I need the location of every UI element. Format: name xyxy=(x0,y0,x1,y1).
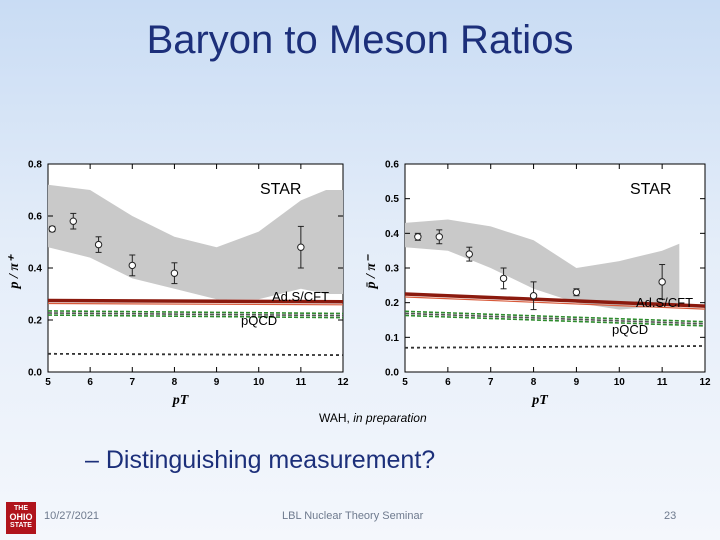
chart1-star-point xyxy=(297,243,305,251)
chart1-y-tick-label: 0.0 xyxy=(28,368,42,379)
chart1-pqcd-lower-curve xyxy=(47,352,344,356)
chart2-star-point xyxy=(414,233,422,241)
chart1-pqcd-label: pQCD xyxy=(241,313,277,328)
chart2-adscft-curve-edge xyxy=(404,296,706,310)
chart2-adscft-label: Ad.S/CFT xyxy=(636,295,693,310)
chart2-y-tick-label: 0.5 xyxy=(385,194,399,205)
chart1-pqcd-curve-2 xyxy=(47,312,344,317)
chart1-star-point xyxy=(48,225,56,233)
chart1-x-tick-label: 5 xyxy=(45,377,51,388)
chart1-x-tick-label: 10 xyxy=(253,377,265,388)
chart2-x-axis-label: pT xyxy=(531,393,549,408)
chart2-star-point xyxy=(499,274,508,283)
chart2-x-tick-label: 12 xyxy=(699,377,711,388)
credit-name: WAH, xyxy=(319,411,350,425)
chart2-y-tick-label: 0.4 xyxy=(385,229,399,240)
chart1-x-tick-label: 9 xyxy=(214,377,220,388)
chart1-y-tick-label: 0.8 xyxy=(28,160,42,171)
chart2-y-tick-label: 0.0 xyxy=(385,368,399,379)
chart2-star-point xyxy=(529,292,538,300)
chart1-y-tick-label: 0.6 xyxy=(28,212,42,223)
chart2-x-tick-label: 8 xyxy=(531,377,537,388)
credit-line: WAH, in preparation xyxy=(319,411,427,425)
chart2-star-point xyxy=(435,233,443,241)
logo-line-2: OHIO xyxy=(9,512,33,522)
university-logo: THE OHIO STATE xyxy=(6,502,36,534)
chart2-x-tick-label: 9 xyxy=(574,377,580,388)
chart1-y-axis-label: p / π⁺ xyxy=(7,254,22,290)
slide-title: Baryon to Meson Ratios xyxy=(146,18,574,62)
chart1-star-point xyxy=(94,240,103,249)
chart2-star-band xyxy=(405,219,680,310)
chart1-x-tick-label: 12 xyxy=(337,377,349,388)
chart1-x-tick-label: 6 xyxy=(87,377,93,388)
chart2-x-tick-label: 7 xyxy=(488,377,494,388)
chart1-y-tick-label: 0.2 xyxy=(28,316,42,327)
chart2-pqcd-curve-2 xyxy=(404,312,706,325)
chart1-x-tick-label: 7 xyxy=(130,377,136,388)
chart1-star-point xyxy=(170,269,179,277)
logo-line-1: THE xyxy=(14,505,28,512)
credit-note: in preparation xyxy=(353,411,427,425)
chart2-x-tick-label: 5 xyxy=(402,377,408,388)
chart2-y-tick-label: 0.6 xyxy=(385,160,399,171)
chart2-pqcd-curve-3 xyxy=(404,314,706,327)
chart2-y-tick-label: 0.1 xyxy=(385,333,399,344)
chart1-x-tick-label: 11 xyxy=(296,377,307,388)
chart1-star-point xyxy=(69,217,77,225)
chart1-x-tick-label: 8 xyxy=(172,377,178,388)
chart2-y-axis-label: p̄ / π⁻ xyxy=(364,254,379,290)
chart1-x-axis-label: pT xyxy=(172,393,190,408)
chart2-star-point xyxy=(572,288,581,296)
chart1-pqcd-curve-1 xyxy=(47,310,344,315)
chart2-x-tick-label: 10 xyxy=(614,377,626,388)
chart1-adscft-curve-edge xyxy=(47,302,344,306)
chart2-pqcd-curve-1 xyxy=(404,310,706,323)
bullet-text: – Distinguishing measurement? xyxy=(85,446,436,474)
chart2-x-tick-label: 11 xyxy=(657,377,668,388)
logo-line-3: STATE xyxy=(10,522,32,529)
chart1-star-point xyxy=(128,261,136,270)
footer-page-number: 23 xyxy=(664,510,677,522)
chart2-star-point xyxy=(658,278,666,286)
chart2-star-point xyxy=(465,250,473,258)
chart1-star-band xyxy=(48,184,343,300)
chart1-pqcd-curve-3 xyxy=(47,314,344,319)
chart1-adscft-label: Ad.S/CFT xyxy=(272,289,329,304)
chart2-star-label: STAR xyxy=(630,181,671,198)
chart1-star-label: STAR xyxy=(260,181,301,198)
chart1-y-tick-label: 0.4 xyxy=(28,264,42,275)
chart2-y-tick-label: 0.2 xyxy=(385,298,399,309)
chart2-x-tick-label: 6 xyxy=(445,377,451,388)
footer-date: 10/27/2021 xyxy=(44,510,100,522)
chart2-pqcd-lower-curve xyxy=(404,345,706,349)
chart2-adscft-curve xyxy=(404,292,706,308)
chart2-y-tick-label: 0.3 xyxy=(385,264,399,275)
footer-seminar: LBL Nuclear Theory Seminar xyxy=(282,510,424,522)
chart2-pqcd-label: pQCD xyxy=(612,322,648,337)
chart1-adscft-curve xyxy=(47,298,344,304)
